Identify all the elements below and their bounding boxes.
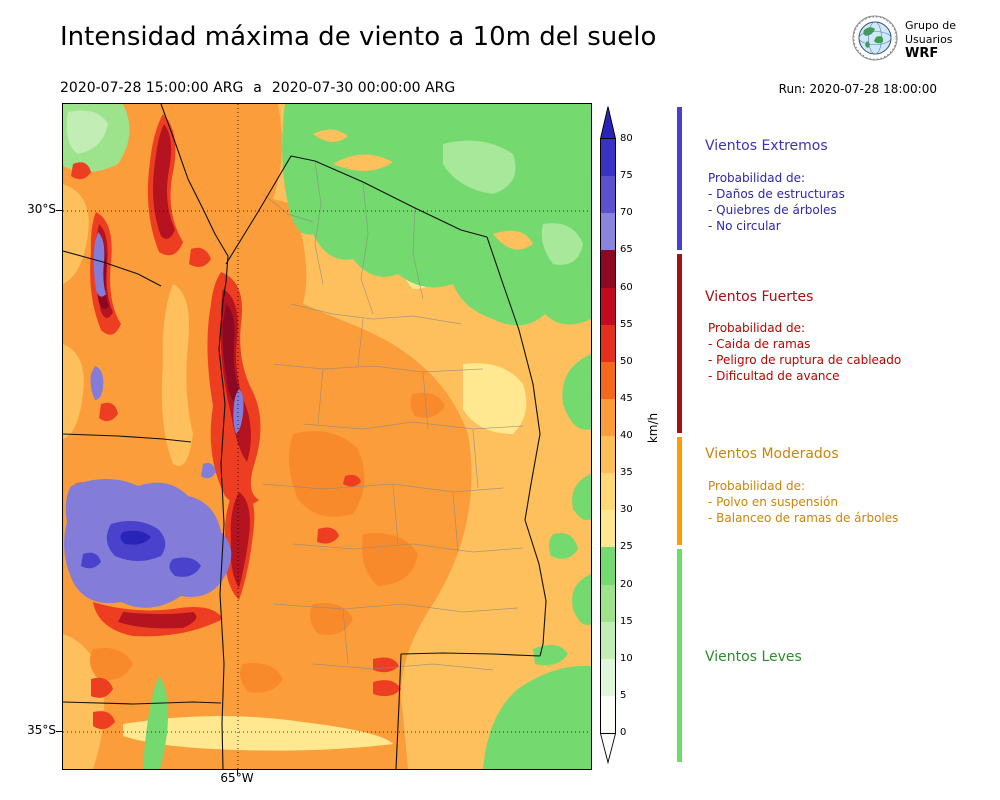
- legend-moderados-text: Probabilidad de: - Polvo en suspensión -…: [708, 478, 898, 526]
- colorbar-segment: [601, 621, 615, 659]
- bar-fuertes: [677, 254, 682, 433]
- legend-fuertes-text: Probabilidad de: - Caida de ramas - Peli…: [708, 320, 901, 384]
- department-borders: [262, 160, 524, 671]
- period-label: 2020-07-28 15:00:00 ARG a 2020-07-30 00:00…: [60, 80, 455, 96]
- colorbar-segment: [601, 139, 615, 177]
- page-title: Intensidad máxima de viento a 10m del su…: [60, 22, 657, 52]
- legend-item: - Polvo en suspensión: [708, 495, 838, 509]
- colorbar-tick-label: 35: [620, 467, 633, 479]
- lat-label-35s: 35°S: [27, 723, 56, 737]
- province-borders: [63, 104, 547, 769]
- colorbar-segment: [601, 213, 615, 251]
- colorbar-tick-label: 80: [620, 133, 633, 144]
- period-separator: a: [253, 80, 262, 96]
- wind-field: [63, 104, 591, 769]
- legend-item: - Balanceo de ramas de árboles: [708, 511, 899, 525]
- axis-tick: [56, 731, 62, 732]
- graticule: [63, 104, 591, 769]
- legend-fuertes-intro: Probabilidad de:: [708, 321, 806, 335]
- legend-item: - No circular: [708, 219, 781, 233]
- colorbar-tick-label: 0: [620, 727, 627, 738]
- legend-item: - Caida de ramas: [708, 337, 811, 351]
- legend-item: - Quiebres de árboles: [708, 203, 837, 217]
- colorbar-segment: [601, 547, 615, 585]
- legend-fuertes-title: Vientos Fuertes: [705, 289, 814, 305]
- logo-line-1: Grupo de: [905, 19, 956, 32]
- colorbar-segment: [601, 695, 615, 733]
- wrf-logo: Grupo de Usuarios WRF: [851, 14, 956, 66]
- legend-extremos-intro: Probabilidad de:: [708, 171, 806, 185]
- colorbar-tick-label: 75: [620, 170, 633, 182]
- colorbar-unit: km/h: [646, 412, 660, 444]
- colorbar-segment: [601, 361, 615, 399]
- legend-moderados-title: Vientos Moderados: [705, 446, 839, 462]
- colorbar-segment: [601, 176, 615, 214]
- bar-moderados: [677, 437, 682, 545]
- colorbar-tick-label: 55: [620, 318, 633, 330]
- colorbar-segment: [601, 473, 615, 511]
- colorbar-segment: [601, 250, 615, 288]
- legend-item: - Dificultad de avance: [708, 369, 840, 383]
- period-start: 2020-07-28 15:00:00 ARG: [60, 80, 244, 96]
- bar-leves: [677, 549, 682, 762]
- bar-extremos: [677, 107, 682, 250]
- colorbar-segment: [601, 398, 615, 436]
- legend-item: - Daños de estructuras: [708, 187, 845, 201]
- colorbar-arrow-top: [599, 106, 617, 139]
- logo-line-3: WRF: [905, 46, 939, 61]
- colorbar-arrow-bottom: [599, 733, 617, 765]
- colorbar-tick-label: 30: [620, 504, 633, 516]
- logo-line-2: Usuarios: [905, 33, 953, 46]
- lat-label-30s: 30°S: [27, 202, 56, 216]
- run-label: Run: 2020-07-28 18:00:00: [778, 82, 937, 96]
- colorbar-tick-label: 5: [620, 689, 627, 701]
- colorbar-segment: [601, 287, 615, 325]
- colorbar-tick-label: 25: [620, 541, 633, 553]
- legend-item: - Peligro de ruptura de cableado: [708, 353, 902, 367]
- colorbar-tick-label: 65: [620, 244, 633, 256]
- colorbar-segment: [601, 510, 615, 548]
- colorbar-segment: [601, 324, 615, 362]
- period-end: 2020-07-30 00:00:00 ARG: [271, 80, 456, 96]
- legend-moderados-intro: Probabilidad de:: [708, 479, 806, 493]
- colorbar-segment: [601, 436, 615, 474]
- colorbar: [600, 138, 616, 734]
- colorbar-tick-label: 45: [620, 392, 633, 404]
- colorbar-tick-label: 15: [620, 615, 633, 627]
- colorbar-segment: [601, 584, 615, 622]
- colorbar-tick-label: 10: [620, 652, 633, 664]
- legend-extremos-title: Vientos Extremos: [705, 138, 828, 154]
- map-frame: [62, 103, 592, 770]
- legend-extremos-text: Probabilidad de: - Daños de estructuras …: [708, 170, 845, 234]
- legend-leves-title: Vientos Leves: [705, 649, 802, 665]
- lon-label-65w: 65°W: [220, 771, 254, 785]
- colorbar-tick-label: 70: [620, 207, 633, 219]
- colorbar-tick-label: 50: [620, 355, 633, 367]
- globe-icon: [851, 14, 899, 66]
- colorbar-segment: [601, 658, 615, 696]
- wind-map: [63, 104, 591, 769]
- axis-tick: [237, 769, 238, 775]
- colorbar-tick-label: 20: [620, 578, 633, 590]
- colorbar-ticks: 0 5 10 15 20 25 30 35 40 45 50 55 60 65 70 75 80: [620, 133, 644, 738]
- colorbar-tick-label: 60: [620, 281, 633, 293]
- axis-tick: [56, 210, 62, 211]
- colorbar-tick-label: 40: [620, 430, 633, 441]
